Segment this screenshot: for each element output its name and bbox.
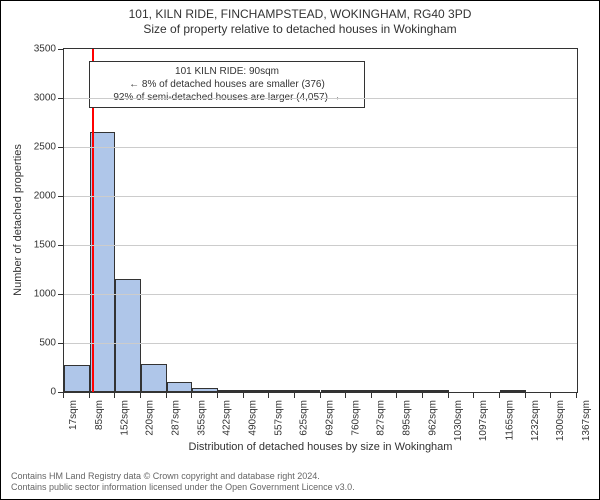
histogram-bar	[115, 279, 141, 392]
chart-container: 101, KILN RIDE, FINCHAMPSTEAD, WOKINGHAM…	[0, 0, 600, 500]
y-tick-label: 3000	[34, 93, 56, 104]
x-tick-label: 895sqm	[401, 400, 412, 436]
histogram-bar	[423, 390, 449, 392]
gridline	[64, 98, 577, 99]
x-tick-label: 625sqm	[299, 400, 310, 436]
footer-line-1: Contains HM Land Registry data © Crown c…	[11, 471, 589, 482]
x-tick-label: 1165sqm	[504, 400, 515, 440]
x-tick-mark	[63, 393, 64, 398]
x-tick-label: 355sqm	[196, 400, 207, 436]
x-tick-mark	[217, 393, 218, 398]
gridline	[64, 343, 577, 344]
footer-line-2: Contains public sector information licen…	[11, 482, 589, 493]
histogram-bar	[500, 390, 526, 392]
histogram-bar	[64, 365, 90, 392]
histogram-bar	[397, 390, 423, 392]
x-tick-mark	[320, 393, 321, 398]
x-tick-mark	[525, 393, 526, 398]
x-tick-label: 287sqm	[171, 400, 182, 436]
x-tick-label: 1232sqm	[530, 400, 541, 441]
x-tick-label: 1030sqm	[453, 400, 464, 441]
y-tick-label: 1500	[34, 240, 56, 251]
gridline	[64, 147, 577, 148]
histogram-bar	[269, 390, 295, 392]
x-tick-label: 220sqm	[145, 400, 156, 436]
title-sub: Size of property relative to detached ho…	[1, 22, 599, 37]
x-tick-label: 1097sqm	[478, 400, 489, 441]
x-tick-label: 760sqm	[350, 400, 361, 436]
titles: 101, KILN RIDE, FINCHAMPSTEAD, WOKINGHAM…	[1, 7, 599, 37]
x-tick-mark	[550, 393, 551, 398]
y-tick-label: 500	[39, 338, 56, 349]
histogram-bar	[244, 390, 270, 392]
gridline	[64, 196, 577, 197]
x-tick-mark	[499, 393, 500, 398]
x-tick-label: 17sqm	[68, 400, 79, 430]
x-tick-mark	[191, 393, 192, 398]
histogram-bar	[218, 390, 244, 392]
y-axis: 0500100015002000250030003500	[1, 48, 63, 393]
x-tick-mark	[576, 393, 577, 398]
histogram-bar	[167, 382, 193, 392]
x-tick-label: 422sqm	[222, 400, 233, 436]
x-tick-label: 1300sqm	[555, 400, 566, 441]
gridline	[64, 294, 577, 295]
x-tick-label: 827sqm	[376, 400, 387, 436]
histogram-bar	[346, 390, 372, 392]
x-tick-label: 1367sqm	[581, 400, 592, 441]
footer: Contains HM Land Registry data © Crown c…	[11, 471, 589, 493]
x-tick-mark	[140, 393, 141, 398]
info-box: 101 KILN RIDE: 90sqm ← 8% of detached ho…	[89, 61, 365, 108]
x-axis-label: Distribution of detached houses by size …	[63, 441, 578, 453]
x-tick-mark	[243, 393, 244, 398]
x-tick-mark	[473, 393, 474, 398]
histogram-bar	[321, 390, 347, 392]
y-tick-label: 1000	[34, 289, 56, 300]
x-tick-mark	[345, 393, 346, 398]
histogram-bar	[295, 390, 321, 392]
x-tick-label: 490sqm	[248, 400, 259, 436]
plot-area: 101 KILN RIDE: 90sqm ← 8% of detached ho…	[63, 48, 578, 393]
y-tick-label: 3500	[34, 44, 56, 55]
x-tick-label: 557sqm	[273, 400, 284, 436]
gridline	[64, 245, 577, 246]
x-axis: Distribution of detached houses by size …	[63, 393, 578, 449]
y-tick-label: 2500	[34, 142, 56, 153]
x-tick-label: 962sqm	[427, 400, 438, 436]
histogram-bar	[372, 390, 398, 392]
x-tick-mark	[114, 393, 115, 398]
title-main: 101, KILN RIDE, FINCHAMPSTEAD, WOKINGHAM…	[1, 7, 599, 22]
x-tick-mark	[371, 393, 372, 398]
x-tick-mark	[396, 393, 397, 398]
x-tick-label: 85sqm	[94, 400, 105, 430]
info-line-2: ← 8% of detached houses are smaller (376…	[96, 78, 358, 91]
info-line-1: 101 KILN RIDE: 90sqm	[96, 65, 358, 78]
x-tick-label: 692sqm	[325, 400, 336, 436]
x-tick-mark	[89, 393, 90, 398]
histogram-bar	[141, 364, 167, 392]
y-tick-label: 0	[50, 387, 56, 398]
y-tick-label: 2000	[34, 191, 56, 202]
histogram-bar	[192, 388, 218, 392]
x-tick-mark	[294, 393, 295, 398]
x-tick-mark	[448, 393, 449, 398]
x-tick-mark	[422, 393, 423, 398]
x-tick-label: 152sqm	[119, 400, 130, 436]
x-tick-mark	[268, 393, 269, 398]
x-tick-mark	[166, 393, 167, 398]
